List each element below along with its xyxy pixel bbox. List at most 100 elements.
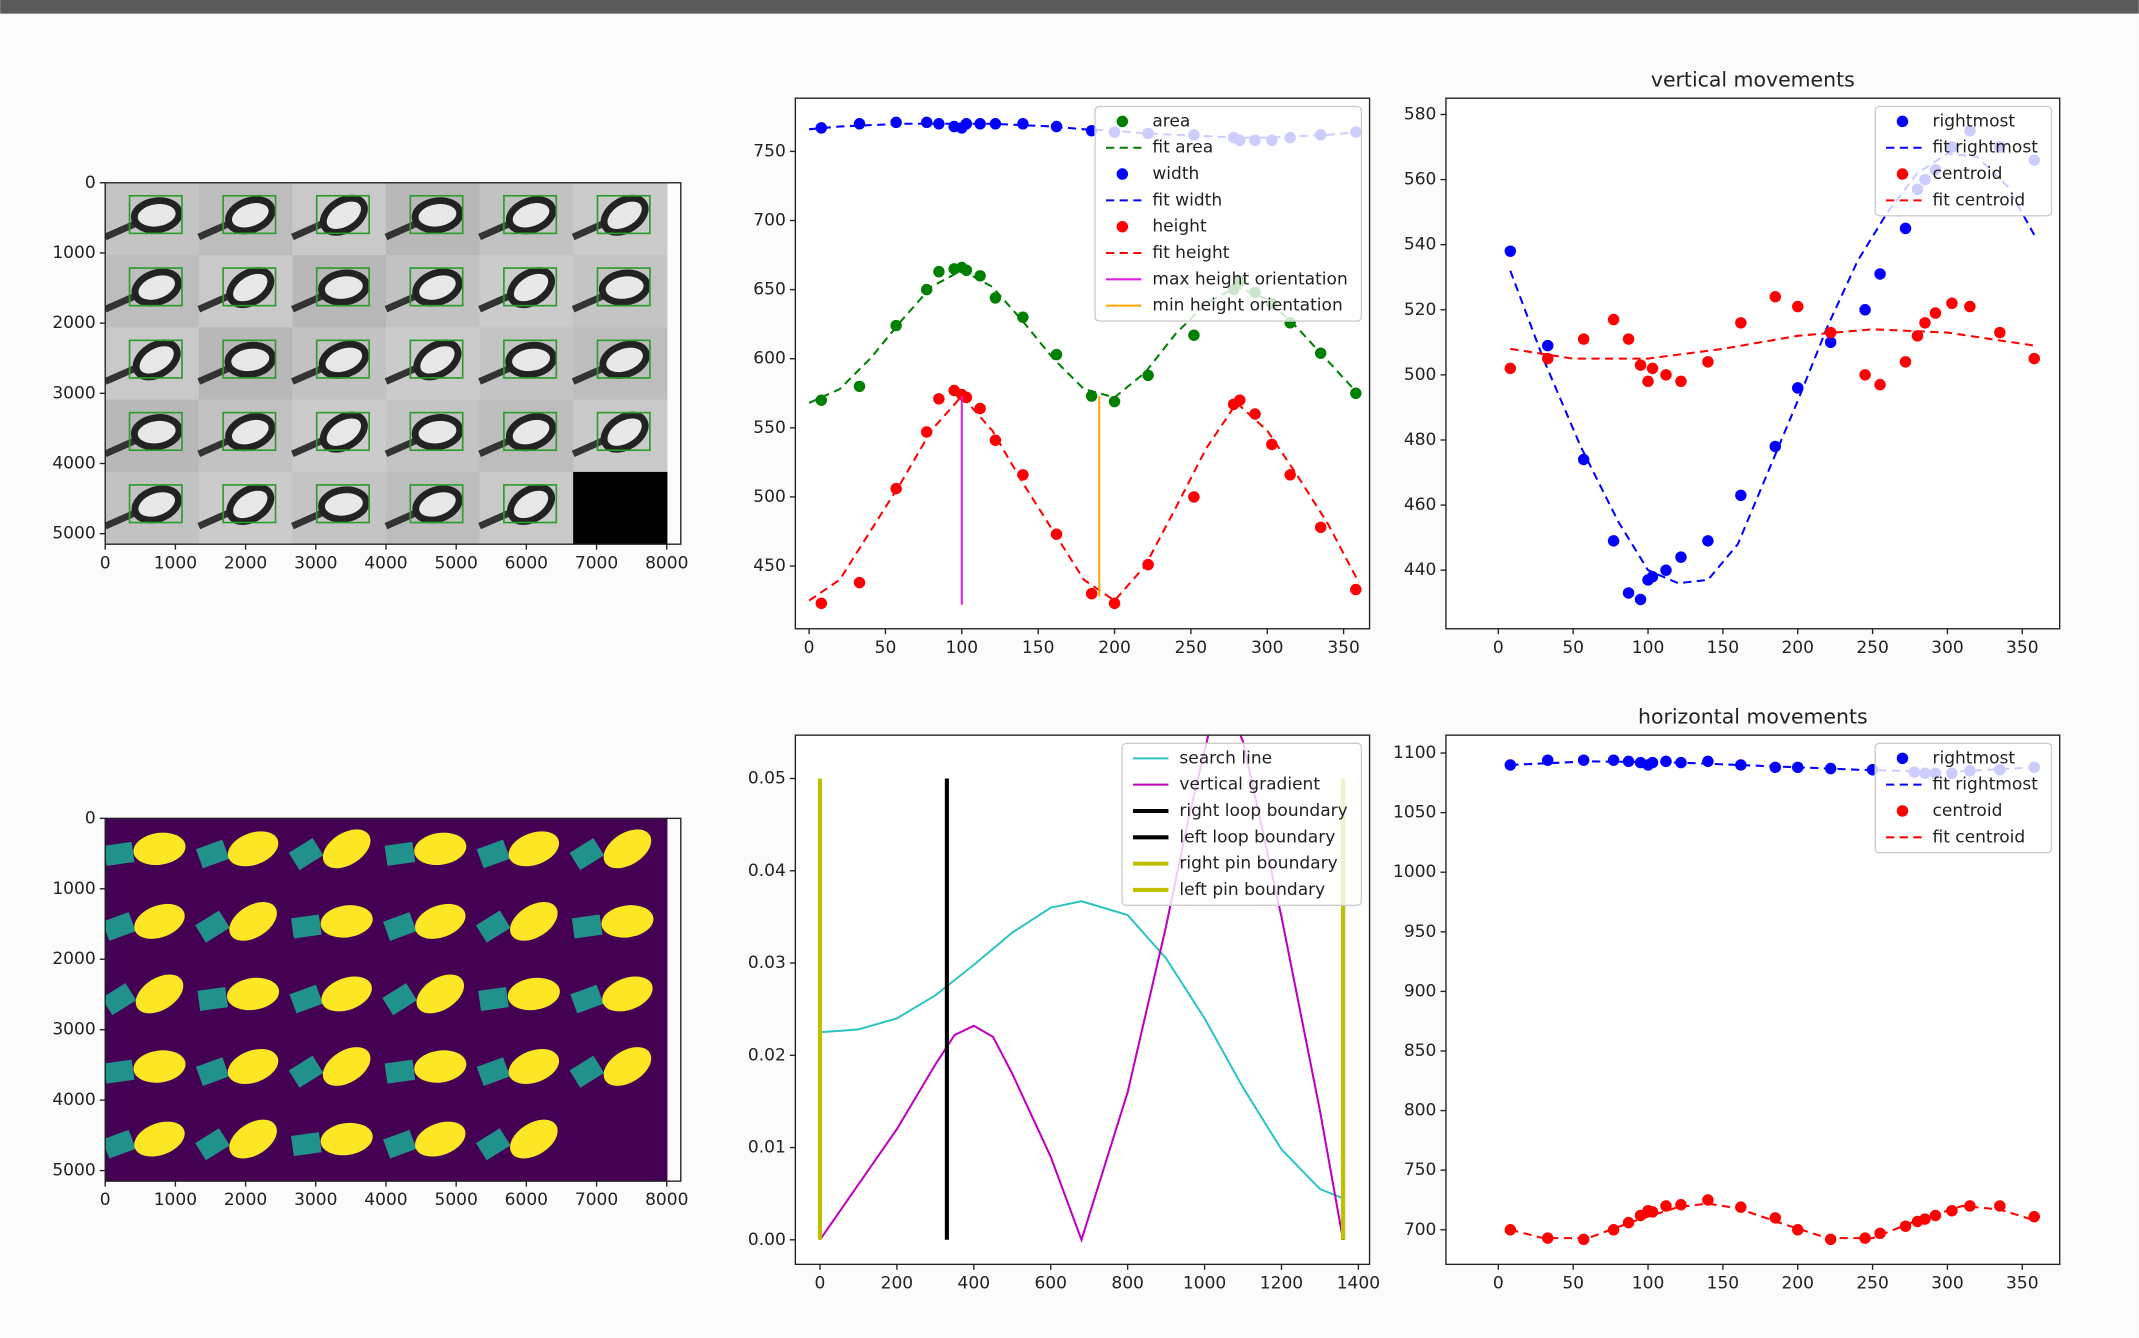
x-tick-label: 100 bbox=[1632, 1273, 1665, 1293]
y-tick-label: 5000 bbox=[52, 524, 95, 544]
chart-title: horizontal movements bbox=[1638, 704, 1868, 728]
plot-area bbox=[105, 183, 667, 545]
y-tick-label: 500 bbox=[1404, 365, 1437, 385]
x-tick-label: 8000 bbox=[645, 1190, 688, 1210]
y-tick-label: 1050 bbox=[1393, 803, 1436, 823]
x-tick-label: 5000 bbox=[434, 553, 477, 573]
data-point bbox=[1142, 370, 1153, 381]
data-point bbox=[1608, 754, 1619, 765]
y-tick-label: 0.05 bbox=[748, 769, 786, 789]
panel: 0100020003000400050006000700080000100020… bbox=[52, 808, 688, 1210]
panel: 0100020003000400050006000700080000100020… bbox=[52, 173, 688, 574]
data-point bbox=[890, 117, 901, 128]
legend: rightmostfit rightmostcentroidfit centro… bbox=[1875, 106, 2051, 215]
y-tick-label: 440 bbox=[1404, 560, 1437, 580]
data-point bbox=[1702, 756, 1713, 767]
x-tick-label: 250 bbox=[1856, 1273, 1889, 1293]
x-tick-label: 50 bbox=[1562, 1273, 1584, 1293]
y-tick-label: 1000 bbox=[52, 879, 95, 899]
x-tick-label: 200 bbox=[881, 1273, 914, 1293]
x-tick-label: 300 bbox=[1931, 1273, 1964, 1293]
data-point bbox=[1735, 490, 1746, 501]
x-tick-label: 350 bbox=[2006, 1273, 2039, 1293]
data-point bbox=[1188, 491, 1199, 502]
y-tick-label: 520 bbox=[1404, 300, 1437, 320]
x-tick-label: 250 bbox=[1175, 638, 1208, 658]
image-loop bbox=[320, 487, 369, 522]
legend-swatch bbox=[1117, 221, 1128, 232]
y-tick-label: 0 bbox=[85, 173, 96, 193]
y-tick-label: 850 bbox=[1404, 1041, 1437, 1061]
top-bar bbox=[0, 0, 2139, 14]
data-point bbox=[1859, 304, 1870, 315]
legend-label: rightmost bbox=[1932, 111, 2015, 131]
image-pin bbox=[478, 987, 509, 1011]
data-point bbox=[1578, 754, 1589, 765]
legend-label: fit rightmost bbox=[1932, 138, 2038, 158]
image-pin bbox=[385, 1060, 416, 1084]
x-tick-label: 250 bbox=[1856, 638, 1889, 658]
y-tick-label: 700 bbox=[753, 211, 786, 231]
image-tile bbox=[573, 1109, 667, 1182]
data-point bbox=[1623, 333, 1634, 344]
x-tick-label: 50 bbox=[875, 638, 897, 658]
image-pin bbox=[291, 914, 322, 938]
y-tick-label: 4000 bbox=[52, 453, 95, 473]
panel: 0501001502002503003504404604805005205405… bbox=[1404, 67, 2060, 657]
x-tick-label: 4000 bbox=[364, 553, 407, 573]
legend-swatch bbox=[1897, 116, 1908, 127]
legend-swatch bbox=[1897, 168, 1908, 179]
legend-label: fit area bbox=[1152, 138, 1213, 158]
y-tick-label: 650 bbox=[753, 280, 786, 300]
data-point bbox=[1635, 359, 1646, 370]
y-tick-label: 4000 bbox=[52, 1090, 95, 1110]
legend: rightmostfit rightmostcentroidfit centro… bbox=[1875, 743, 2051, 852]
legend-label: fit centroid bbox=[1932, 827, 2025, 847]
y-tick-label: 550 bbox=[753, 418, 786, 438]
legend-swatch bbox=[1117, 116, 1128, 127]
y-tick-label: 2000 bbox=[52, 313, 95, 333]
panel: 02004006008001000120014000.000.010.020.0… bbox=[748, 686, 1380, 1293]
y-tick-label: 750 bbox=[753, 141, 786, 161]
x-tick-label: 200 bbox=[1781, 1273, 1814, 1293]
data-point bbox=[1505, 363, 1516, 374]
figure: 0100020003000400050006000700080000100020… bbox=[0, 0, 2139, 1338]
data-point bbox=[1919, 317, 1930, 328]
legend-label: left loop boundary bbox=[1179, 827, 1335, 847]
x-tick-label: 1200 bbox=[1260, 1273, 1303, 1293]
data-point bbox=[1859, 369, 1870, 380]
y-tick-label: 700 bbox=[1404, 1220, 1437, 1240]
image-tile bbox=[573, 472, 667, 545]
data-point bbox=[1623, 587, 1634, 598]
image-loop bbox=[413, 415, 462, 450]
data-point bbox=[921, 284, 932, 295]
x-tick-label: 200 bbox=[1098, 638, 1131, 658]
x-tick-label: 0 bbox=[1493, 1273, 1504, 1293]
y-tick-label: 750 bbox=[1404, 1160, 1437, 1180]
legend-label: right loop boundary bbox=[1179, 801, 1347, 821]
y-tick-label: 0.02 bbox=[748, 1045, 786, 1065]
x-tick-label: 0 bbox=[100, 553, 111, 573]
x-tick-label: 1000 bbox=[154, 1190, 197, 1210]
data-point bbox=[1608, 314, 1619, 325]
data-point bbox=[854, 381, 865, 392]
data-point bbox=[1994, 327, 2005, 338]
data-point bbox=[933, 266, 944, 277]
data-point bbox=[1825, 1234, 1836, 1245]
y-tick-label: 560 bbox=[1404, 170, 1437, 190]
legend-label: max height orientation bbox=[1152, 269, 1347, 289]
legend-label: centroid bbox=[1932, 164, 2002, 184]
data-point bbox=[1702, 356, 1713, 367]
x-tick-label: 800 bbox=[1111, 1273, 1144, 1293]
y-tick-label: 0 bbox=[85, 808, 96, 828]
y-tick-label: 3000 bbox=[52, 1020, 95, 1040]
data-point bbox=[1017, 118, 1028, 129]
x-tick-label: 350 bbox=[2006, 638, 2039, 658]
data-point bbox=[1350, 584, 1361, 595]
x-tick-label: 100 bbox=[946, 638, 979, 658]
x-tick-label: 3000 bbox=[294, 1190, 337, 1210]
legend-label: fit width bbox=[1152, 190, 1222, 210]
data-point bbox=[921, 117, 932, 128]
y-tick-label: 600 bbox=[753, 349, 786, 369]
x-tick-label: 350 bbox=[1327, 638, 1360, 658]
